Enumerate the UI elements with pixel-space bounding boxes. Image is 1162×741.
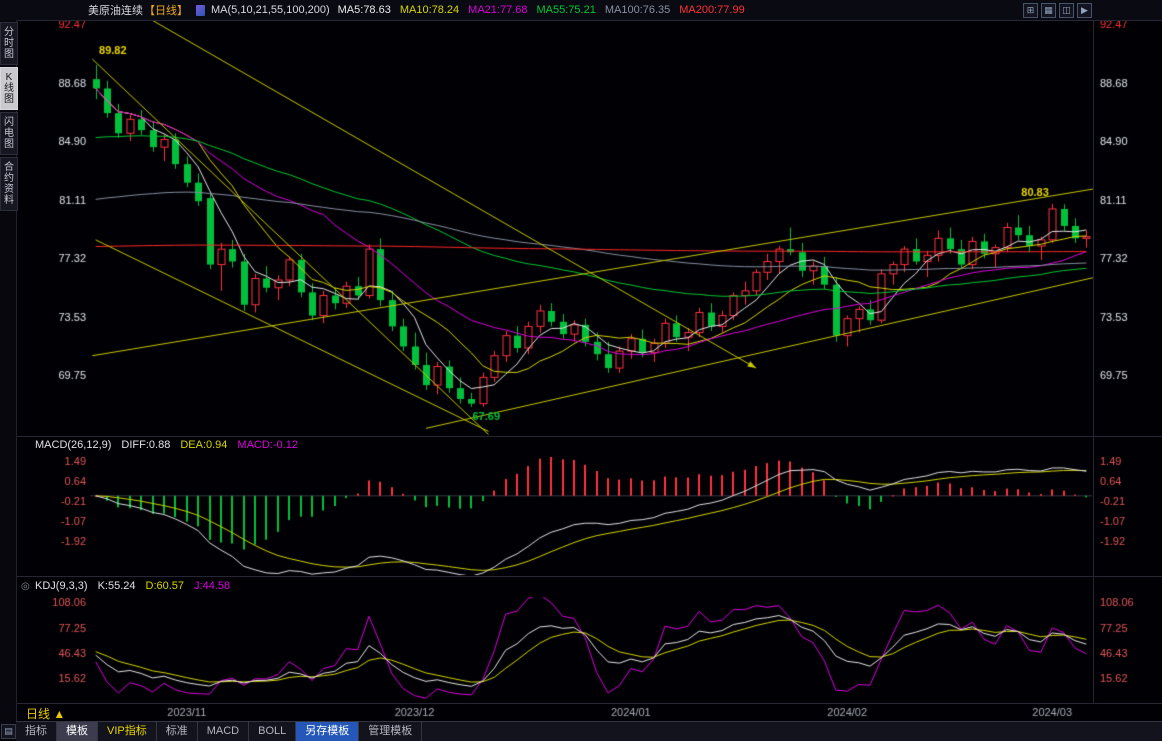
instrument-title: 美原油连续: [88, 5, 143, 17]
ma-value-label: MA100:76.35: [604, 4, 671, 16]
macd-legend-item: MACD:-0.12: [237, 439, 298, 451]
macd-legend-item: DIFF:0.88: [121, 439, 171, 451]
header-bar: 美原油连续 【日线】 MA(5,10,21,55,100,200) MA5:78…: [0, 0, 1162, 21]
tab-kline-chart[interactable]: K线图: [0, 67, 18, 110]
kdj-legend: KDJ(9,3,3) K:55.24 D:60.57 J:44.58: [35, 580, 240, 592]
tab-manage-template[interactable]: 管理模板: [359, 722, 423, 741]
split-screen-icon[interactable]: ◫: [1059, 3, 1074, 18]
kdj-marker-icon: ◎: [21, 581, 30, 592]
tab-templates[interactable]: 模板: [57, 722, 98, 741]
tab-boll[interactable]: BOLL: [249, 722, 297, 741]
panel-separator: [16, 436, 1162, 437]
ma-value-label: MA5:78.63: [337, 4, 391, 16]
tab-macd[interactable]: MACD: [198, 722, 250, 741]
indicator-flag-icon: [196, 4, 205, 16]
ma-values: MA5:78.63 MA10:78.24 MA21:77.68 MA55:75.21 M…: [338, 4, 754, 16]
grid-layout-icon[interactable]: ⊞: [1023, 3, 1038, 18]
tab-standard[interactable]: 标准: [157, 722, 198, 741]
bottom-toolbar: 指标 模板 VIP指标 标准 MACD BOLL 另存模板 管理模板: [16, 721, 1162, 741]
ma-value-label: MA10:78.24: [399, 4, 460, 16]
tab-flash-chart[interactable]: 闪电图: [0, 112, 18, 155]
macd-legend: MACD(26,12,9) DIFF:0.88 DEA:0.94 MACD:-0.12: [35, 439, 308, 451]
window-layout-icons: ⊞ ▦ ◫ ▶: [1023, 3, 1092, 18]
ma-value-label: MA200:77.99: [679, 4, 745, 16]
kdj-legend-item: J:44.58: [194, 580, 231, 592]
ma-group-label: MA(5,10,21,55,100,200): [211, 4, 330, 16]
bottom-menu-icon[interactable]: ▤: [1, 724, 16, 739]
sidebar: 分时图 K线图闪电图合约资料: [0, 20, 18, 740]
ma-value-label: MA21:77.68: [468, 4, 528, 16]
panel-separator: [16, 703, 1162, 704]
axis-separator: [1093, 20, 1094, 703]
kdj-legend-item: D:60.57: [145, 580, 185, 592]
multi-chart-icon[interactable]: ▦: [1041, 3, 1056, 18]
tab-indicators[interactable]: 指标: [16, 722, 57, 741]
macd-legend-item: MACD(26,12,9): [35, 439, 112, 451]
macd-legend-item: DEA:0.94: [180, 439, 228, 451]
tab-contract-info[interactable]: 合约资料: [0, 157, 18, 211]
kdj-legend-item: K:55.24: [97, 580, 136, 592]
tab-vip-indicators[interactable]: VIP指标: [98, 722, 157, 741]
page-forward-icon[interactable]: ▶: [1077, 3, 1092, 18]
tab-time-share-chart[interactable]: 分时图: [0, 22, 18, 65]
period-selector[interactable]: 日线 ▲: [26, 707, 66, 721]
tab-save-template[interactable]: 另存模板: [296, 722, 360, 741]
ma-value-label: MA55:75.21: [536, 4, 596, 16]
kdj-legend-item: KDJ(9,3,3): [35, 580, 88, 592]
panel-separator: [16, 576, 1162, 577]
period-tag: 【日线】: [144, 5, 188, 17]
